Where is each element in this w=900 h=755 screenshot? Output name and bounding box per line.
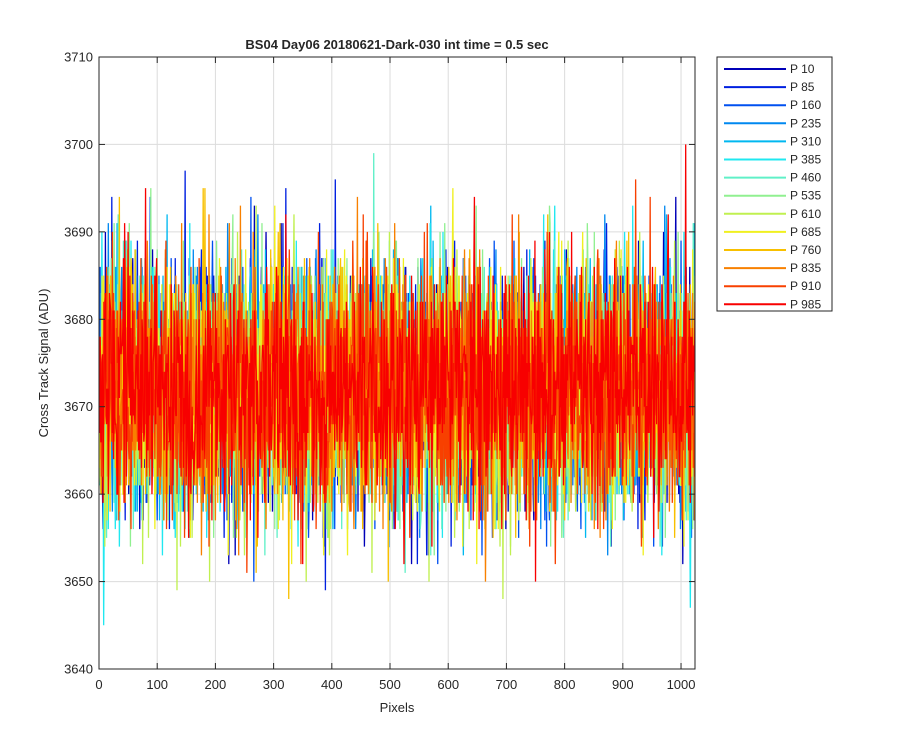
x-axis-ticks: 0 100 200 300 400 500 600 700 800 900 1000 (95, 57, 695, 692)
y-axis-ticks: 3640 3650 3660 3670 3680 3690 3700 3710 (64, 50, 695, 677)
legend-label: P 385 (790, 153, 821, 167)
legend-item: P 385 (724, 153, 821, 167)
legend-item: P 835 (724, 261, 821, 275)
x-tick-label: 400 (321, 677, 343, 692)
x-tick-label: 200 (205, 677, 227, 692)
legend-item: P 235 (724, 116, 821, 130)
y-tick-label: 3700 (64, 137, 93, 152)
chart-title: BS04 Day06 20180621-Dark-030 int time = … (245, 37, 548, 52)
legend-label: P 535 (790, 189, 821, 203)
x-tick-label: 700 (496, 677, 518, 692)
x-tick-label: 500 (379, 677, 401, 692)
legend-item: P 985 (724, 297, 821, 311)
y-tick-label: 3650 (64, 574, 93, 589)
x-tick-label: 800 (554, 677, 576, 692)
plot-frame (98, 56, 696, 670)
x-tick-label: 1000 (667, 677, 696, 692)
legend: P 10 P 85 P 160 P 235 P 310 P 385 P 460 P 535 P … (716, 56, 833, 312)
y-tick-label: 3670 (64, 399, 93, 414)
legend-items: P 10 P 85 P 160 P 235 P 310 P 385 P 460 P 535 P … (724, 62, 821, 311)
y-axis-label: Cross Track Signal (ADU) (36, 289, 51, 438)
legend-item: P 760 (724, 243, 821, 257)
legend-label: P 910 (790, 279, 821, 293)
x-tick-label: 900 (612, 677, 634, 692)
y-tick-label: 3640 (64, 662, 93, 677)
legend-label: P 235 (790, 116, 821, 130)
legend-item: P 310 (724, 134, 821, 148)
x-tick-label: 0 (95, 677, 102, 692)
legend-label: P 985 (790, 297, 821, 311)
x-tick-label: 300 (263, 677, 285, 692)
series-line-p-985 (99, 144, 695, 582)
legend-item: P 535 (724, 189, 821, 203)
x-tick-label: 100 (146, 677, 168, 692)
legend-label: P 685 (790, 225, 821, 239)
legend-label: P 160 (790, 98, 821, 112)
legend-label: P 835 (790, 261, 821, 275)
legend-label: P 460 (790, 171, 821, 185)
legend-item: P 85 (724, 80, 815, 94)
x-tick-label: 600 (437, 677, 459, 692)
legend-label: P 85 (790, 80, 815, 94)
series-layer (99, 144, 695, 626)
legend-item: P 610 (724, 207, 821, 221)
legend-item: P 160 (724, 98, 821, 112)
legend-label: P 610 (790, 207, 821, 221)
legend-item: P 460 (724, 171, 821, 185)
plot-area: 0 100 200 300 400 500 600 700 800 900 1000 3640 365… (64, 50, 696, 692)
x-axis-label: Pixels (380, 700, 415, 715)
legend-item: P 10 (724, 62, 815, 76)
legend-label: P 310 (790, 134, 821, 148)
legend-label: P 760 (790, 243, 821, 257)
legend-label: P 10 (790, 62, 815, 76)
y-tick-label: 3680 (64, 312, 93, 327)
y-tick-label: 3660 (64, 487, 93, 502)
y-tick-label: 3690 (64, 224, 93, 239)
legend-item: P 685 (724, 225, 821, 239)
y-tick-label: 3710 (64, 50, 93, 65)
legend-item: P 910 (724, 279, 821, 293)
